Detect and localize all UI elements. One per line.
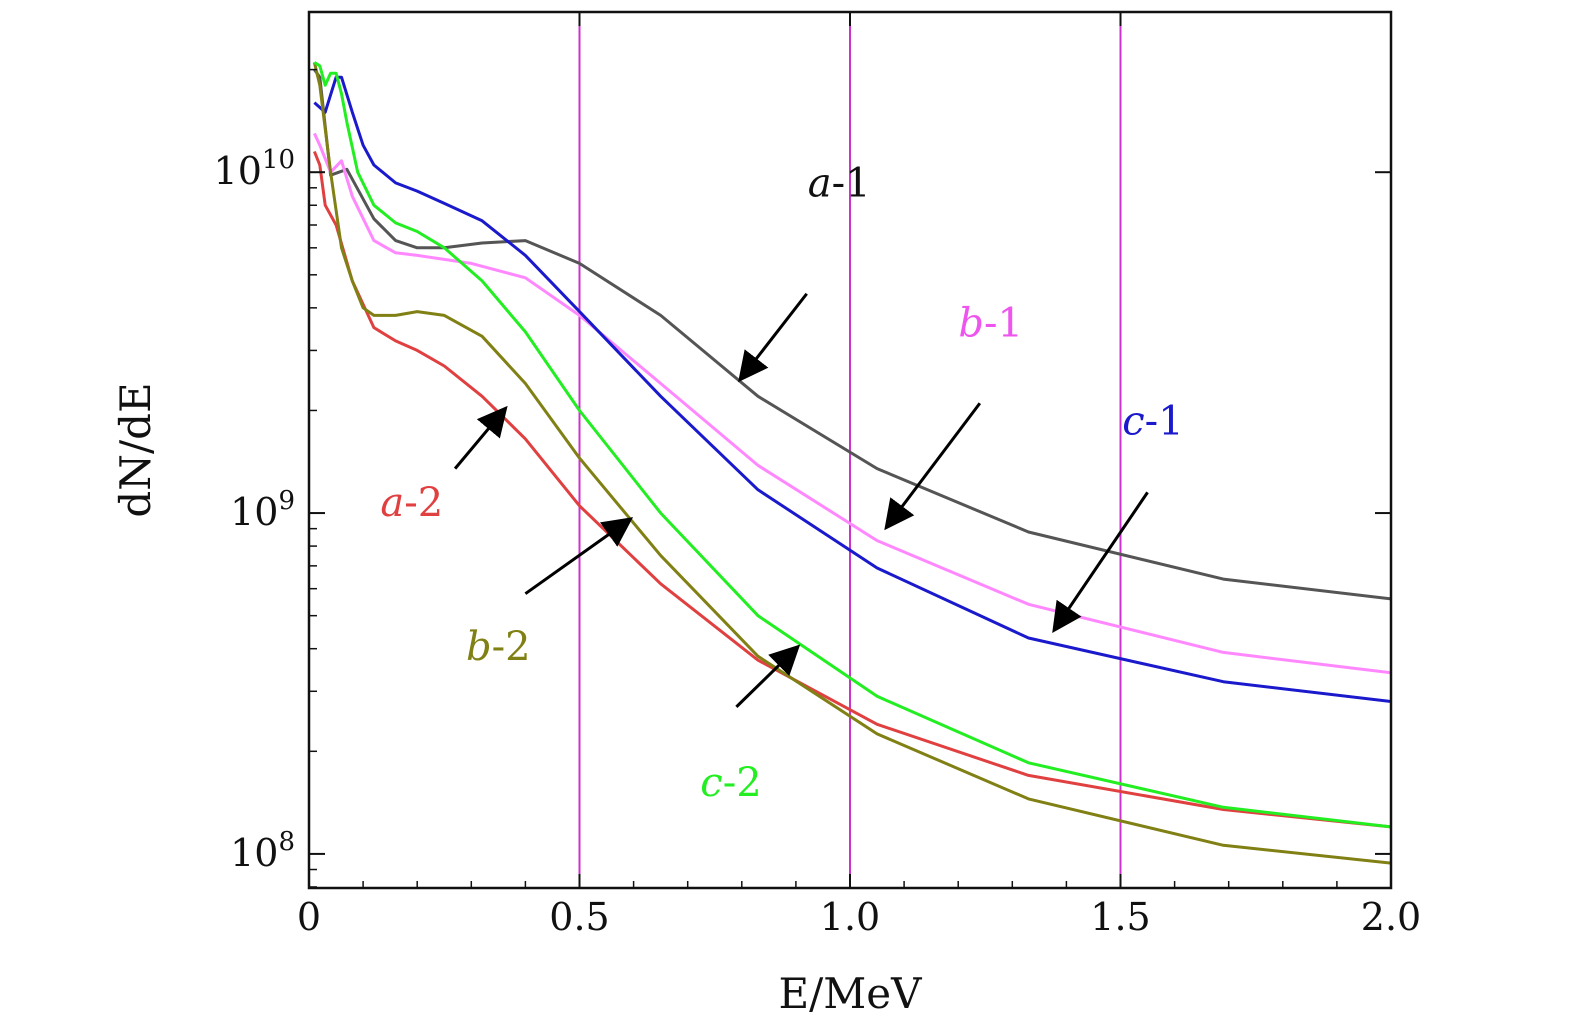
y-axis-label: dN/dE <box>111 382 160 517</box>
annotation-label-c-2: c-2 <box>700 760 761 806</box>
vertical-lines <box>578 12 1122 888</box>
annotations: a-1 b-1 c-1 a-2 b-2 c-2 <box>380 160 1183 806</box>
annotation-arrow-b-1 <box>884 402 982 531</box>
y-tick-label: 108 <box>230 827 295 875</box>
series-line-a-1 <box>313 68 1391 601</box>
annotation-arrow-b-2 <box>524 517 634 595</box>
y-tick-label: 1010 <box>214 145 295 193</box>
x-tick-label: 2.0 <box>1361 895 1421 939</box>
annotation-arrow-a-1 <box>738 292 808 383</box>
x-tick-label: 0.5 <box>549 895 609 939</box>
series-line-c-2 <box>313 61 1391 829</box>
series-lines <box>312 61 1391 865</box>
x-tick-label: 1.5 <box>1090 895 1150 939</box>
annotation-label-a-1: a-1 <box>808 160 871 206</box>
x-axis-label: E/MeV <box>778 969 922 1018</box>
annotation-label-c-1: c-1 <box>1122 399 1183 445</box>
annotation-arrow-c-1 <box>1052 491 1149 633</box>
x-tick-label: 0 <box>297 895 321 939</box>
annotation-arrow-a-2 <box>453 405 508 470</box>
annotation-label-b-2: b-2 <box>466 624 531 670</box>
axis-ticks: 0 0.5 1.0 1.5 2.0 108 109 1010 <box>214 12 1421 939</box>
annotation-label-b-1: b-1 <box>958 300 1023 346</box>
series-line-b-2 <box>312 62 1391 865</box>
series-line-b-1 <box>313 132 1391 675</box>
annotation-arrow-c-2 <box>735 644 801 708</box>
annotation-label-a-2: a-2 <box>380 480 443 526</box>
series-line-c-1 <box>313 75 1391 703</box>
x-tick-label: 1.0 <box>820 895 880 939</box>
y-tick-label: 109 <box>230 486 295 534</box>
series-line-a-2 <box>313 150 1391 829</box>
